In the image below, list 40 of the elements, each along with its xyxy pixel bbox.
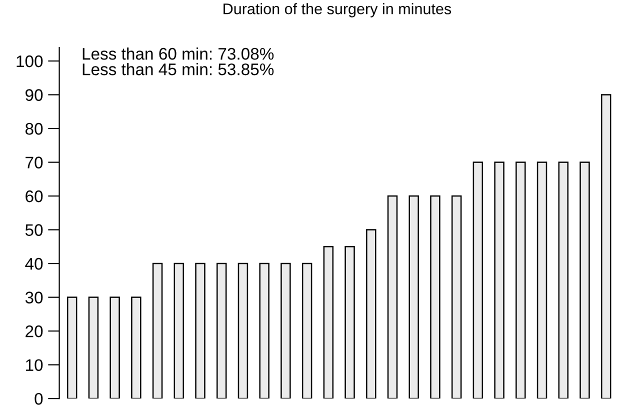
bar [66,296,78,399]
bar [580,162,590,399]
bar [131,296,142,399]
bar [323,246,334,399]
bar [344,246,355,399]
bar [110,296,120,399]
bar [408,195,419,399]
bar [600,94,612,399]
bar [516,162,526,399]
bar [536,162,548,399]
y-tick-label: 90 [26,89,43,101]
chart-title: Duration of the surgery in minutes [224,3,452,18]
bar [88,296,99,399]
y-tick-label: 10 [26,359,43,371]
bar [366,229,376,399]
bar [238,262,248,399]
annotation: Less than 45 min: 53.85% [82,63,274,76]
bar [430,195,440,399]
bar [472,162,484,399]
y-tick-label: 50 [25,224,43,236]
bar [558,162,568,399]
bar [195,262,206,399]
bar [494,162,504,399]
y-tick-label: 30 [25,292,43,304]
annotation: Less than 60 min: 73.08% [82,47,274,60]
bar [216,262,227,399]
bar [152,262,163,399]
bar [451,195,462,399]
bar [280,262,291,399]
y-tick-label: 100 [16,55,43,68]
bar [259,262,270,399]
y-tick-label: 40 [25,258,43,270]
y-tick-label: 20 [26,325,43,338]
bar [302,262,312,399]
y-tick-label: 70 [26,156,43,168]
y-tick-label: 80 [25,122,43,135]
y-tick-label: 60 [26,190,43,202]
bar [174,262,184,399]
y-tick-label: 0 [34,392,43,405]
bar [387,195,398,399]
